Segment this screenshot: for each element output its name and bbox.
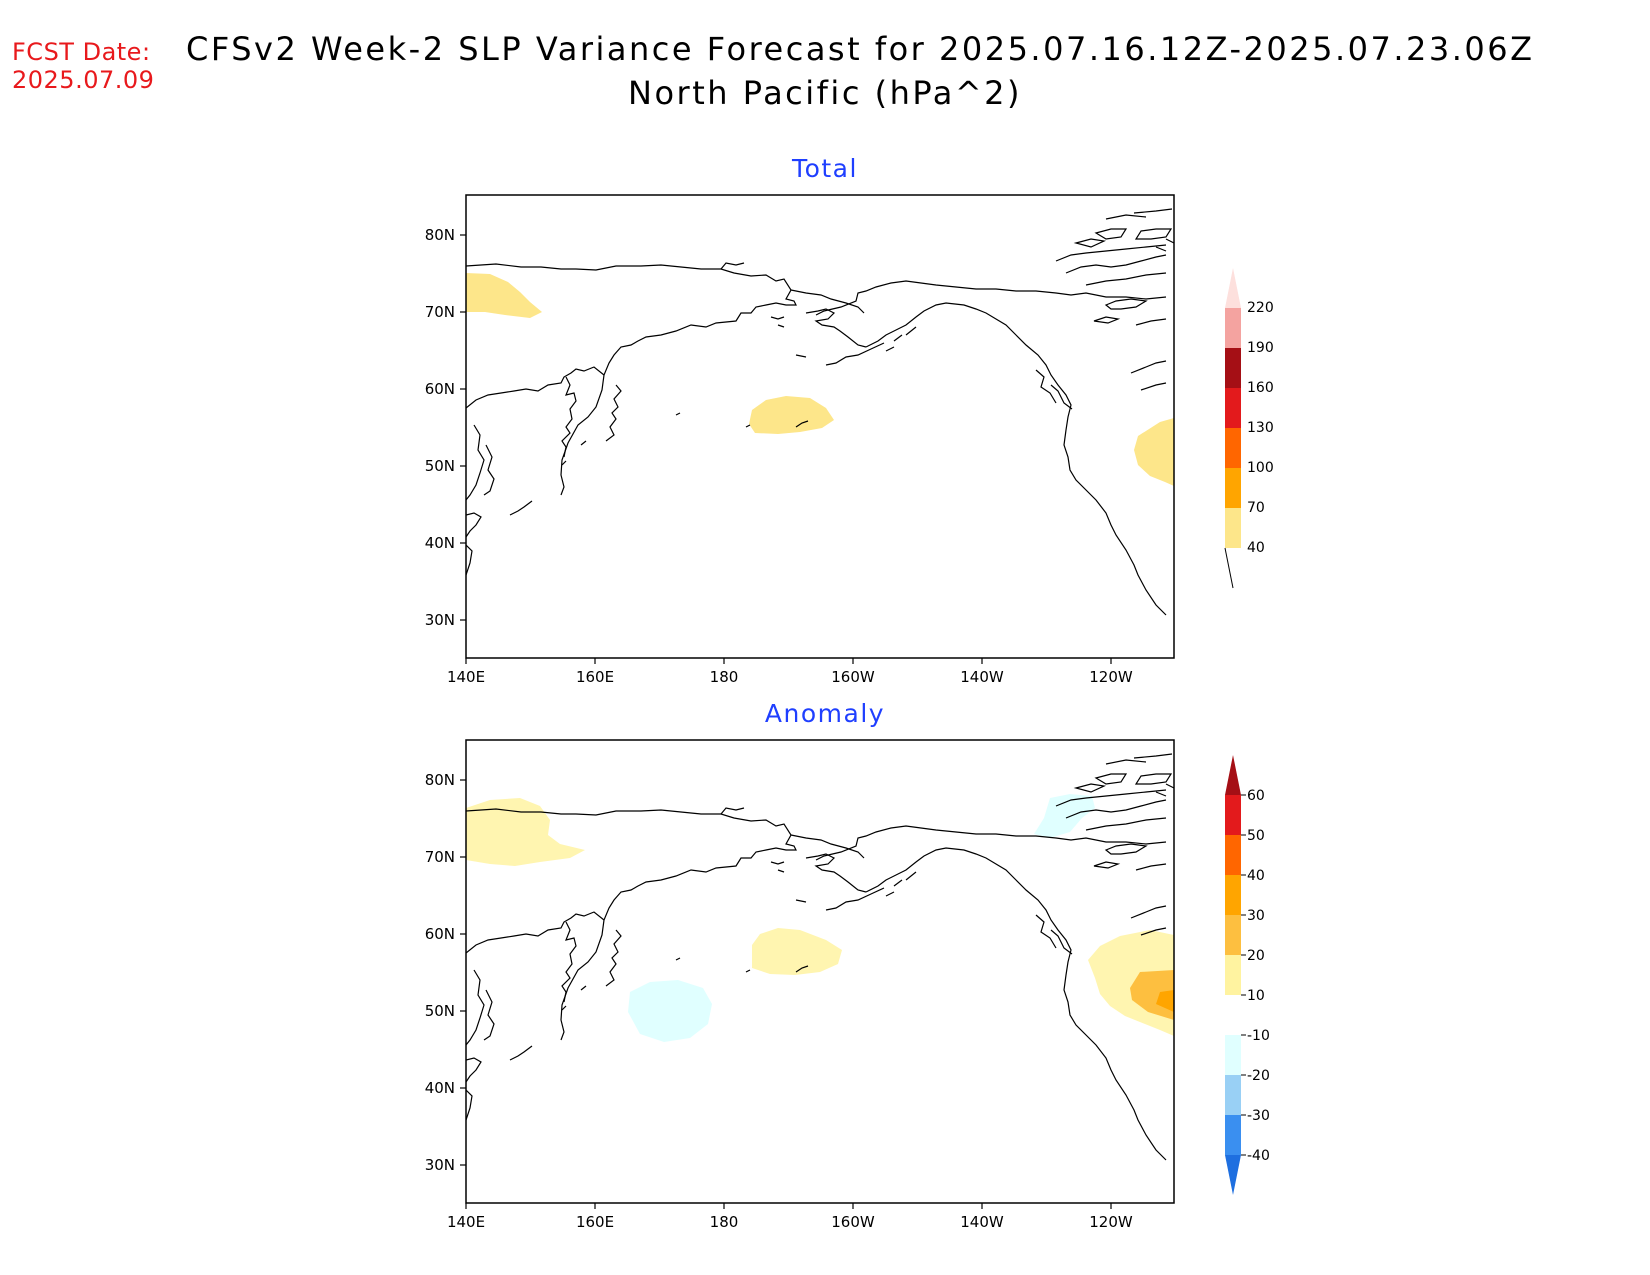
colorbar-box bbox=[1225, 348, 1241, 388]
colorbar-label: 30 bbox=[1247, 908, 1265, 924]
colorbar-label: 220 bbox=[1247, 300, 1274, 316]
colorbar-top-arrow bbox=[1225, 755, 1241, 795]
panel-total: Total 140E 160E 180 160W 140W 120W 80N 70N 60N 50… bbox=[425, 154, 1274, 686]
anomaly-shade-pacific-nw-20 bbox=[1130, 970, 1174, 1020]
total-shade-east-siberia bbox=[466, 273, 542, 318]
colorbar-label: -20 bbox=[1247, 1068, 1270, 1084]
colorbar-bottom-arrow bbox=[1225, 1155, 1241, 1195]
colorbar-box bbox=[1225, 428, 1241, 468]
colorbar-label: 160 bbox=[1247, 380, 1274, 396]
lat-tick-label: 60N bbox=[425, 925, 455, 943]
total-shade-bering bbox=[749, 396, 834, 434]
total-axes: 140E 160E 180 160W 140W 120W 80N 70N 60N 50N 40N 30… bbox=[425, 226, 1133, 686]
colorbar-box bbox=[1225, 835, 1241, 875]
colorbar-box bbox=[1225, 508, 1241, 548]
lon-tick-label: 180 bbox=[710, 1213, 739, 1231]
lat-tick-label: 30N bbox=[425, 1156, 455, 1174]
total-shade-pacific-nw bbox=[1134, 418, 1174, 486]
lon-tick-label: 160E bbox=[576, 1213, 614, 1231]
colorbar-bottom-arrow bbox=[1224, 547, 1234, 589]
lat-tick-label: 70N bbox=[425, 303, 455, 321]
colorbar-box bbox=[1225, 1115, 1241, 1155]
lon-tick-label: 140W bbox=[960, 1213, 1004, 1231]
lon-tick-label: 160E bbox=[576, 668, 614, 686]
colorbar-box bbox=[1225, 875, 1241, 915]
panel-anomaly-title: Anomaly bbox=[765, 699, 885, 728]
colorbar-box bbox=[1225, 388, 1241, 428]
total-colorbar: 220 190 160 130 100 70 40 bbox=[1224, 268, 1274, 589]
lat-tick-label: 60N bbox=[425, 380, 455, 398]
anomaly-shade-bering bbox=[752, 928, 842, 975]
lat-tick-label: 70N bbox=[425, 848, 455, 866]
lat-tick-label: 80N bbox=[425, 771, 455, 789]
lat-tick-label: 40N bbox=[425, 1079, 455, 1097]
colorbar-label: 20 bbox=[1247, 948, 1265, 964]
lon-tick-label: 140W bbox=[960, 668, 1004, 686]
colorbar-label: 50 bbox=[1247, 828, 1265, 844]
anomaly-colorbar: 60 50 40 30 20 10 -10 -20 -30 -40 bbox=[1225, 755, 1270, 1195]
main-title-line-1: CFSv2 Week-2 SLP Variance Forecast for 2… bbox=[186, 30, 1535, 68]
lat-tick-label: 30N bbox=[425, 611, 455, 629]
colorbar-label: 10 bbox=[1247, 988, 1265, 1004]
forecast-date-caption: FCST Date: bbox=[12, 38, 151, 66]
forecast-date-label: FCST Date: 2025.07.09 bbox=[12, 38, 154, 94]
colorbar-box bbox=[1225, 1075, 1241, 1115]
colorbar-label: 40 bbox=[1247, 868, 1265, 884]
main-title-line-2: North Pacific (hPa^2) bbox=[628, 74, 1022, 112]
lon-tick-label: 140E bbox=[447, 668, 485, 686]
colorbar-label: 130 bbox=[1247, 420, 1274, 436]
anomaly-shading bbox=[466, 753, 1174, 1161]
lat-tick-label: 80N bbox=[425, 226, 455, 244]
lon-tick-label: 120W bbox=[1089, 1213, 1133, 1231]
colorbar-top-arrow bbox=[1225, 268, 1241, 308]
colorbar-box bbox=[1225, 468, 1241, 508]
lon-tick-label: 160W bbox=[831, 668, 875, 686]
lat-tick-label: 50N bbox=[425, 1002, 455, 1020]
colorbar-box bbox=[1225, 995, 1241, 1035]
colorbar-box bbox=[1225, 915, 1241, 955]
colorbar-label: 70 bbox=[1247, 500, 1265, 516]
colorbar-label: -10 bbox=[1247, 1028, 1270, 1044]
lon-tick-label: 140E bbox=[447, 1213, 485, 1231]
colorbar-label: 40 bbox=[1247, 540, 1265, 556]
colorbar-label: 100 bbox=[1247, 460, 1274, 476]
anomaly-shade-east-siberia bbox=[466, 798, 585, 866]
colorbar-label: -30 bbox=[1247, 1108, 1270, 1124]
anomaly-shade-neg-pacific bbox=[628, 980, 712, 1042]
colorbar-label: 190 bbox=[1247, 340, 1274, 356]
lon-tick-label: 120W bbox=[1089, 668, 1133, 686]
lon-tick-label: 180 bbox=[710, 668, 739, 686]
anomaly-shade-pacific-nw-30 bbox=[1156, 990, 1174, 1012]
lat-tick-label: 40N bbox=[425, 534, 455, 552]
panel-total-title: Total bbox=[791, 154, 858, 183]
colorbar-label: 60 bbox=[1247, 788, 1265, 804]
panel-anomaly: Anomaly 140E 160E 180 160W 140W 120W 80N 70N 60N… bbox=[425, 699, 1270, 1231]
colorbar-box bbox=[1225, 955, 1241, 995]
colorbar-label: -40 bbox=[1247, 1148, 1270, 1164]
total-map-frame bbox=[465, 194, 1175, 659]
total-shading bbox=[466, 208, 1174, 616]
forecast-date-value: 2025.07.09 bbox=[12, 66, 155, 94]
anomaly-map-frame bbox=[465, 739, 1175, 1204]
anomaly-shade-neg-arctic bbox=[1034, 794, 1095, 838]
lon-tick-label: 160W bbox=[831, 1213, 875, 1231]
colorbar-box bbox=[1225, 795, 1241, 835]
colorbar-box bbox=[1225, 1035, 1241, 1075]
colorbar-box bbox=[1225, 308, 1241, 348]
lat-tick-label: 50N bbox=[425, 457, 455, 475]
anomaly-axes: 140E 160E 180 160W 140W 120W 80N 70N 60N 50N 40N 30… bbox=[425, 771, 1133, 1231]
